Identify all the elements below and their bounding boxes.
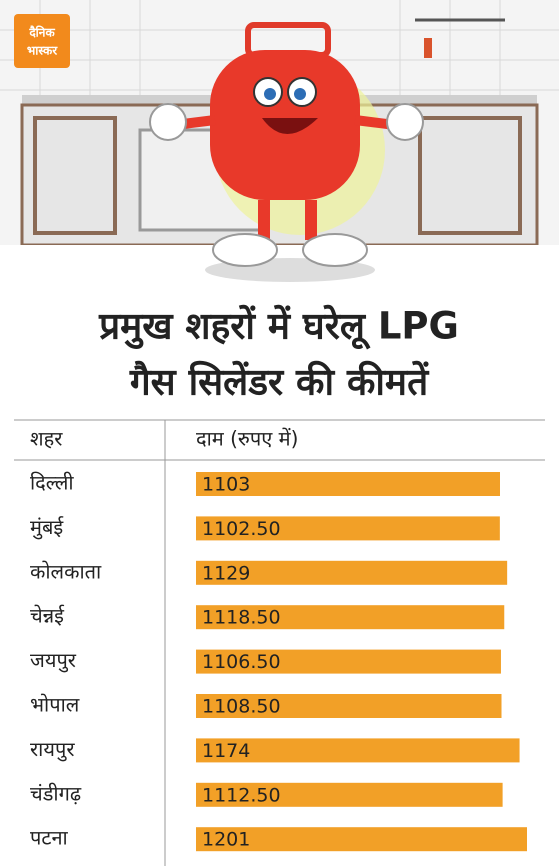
logo-box — [14, 14, 70, 68]
category-label: दिल्ली — [30, 471, 74, 495]
glove — [149, 103, 187, 141]
pupil — [294, 88, 306, 100]
rows: दिल्ली 1103 मुंबई 1102.50 कोलकाता 1129 चेन्नई 1… — [30, 471, 527, 852]
category-label: मुंबई — [30, 515, 64, 540]
bar — [196, 649, 501, 674]
logo-text: दैनिक — [28, 26, 55, 40]
category-label: रायपुर — [30, 737, 75, 762]
bar — [196, 782, 503, 807]
value-label: 1118.50 — [202, 607, 281, 629]
bar — [196, 738, 520, 763]
category-label: भोपाल — [30, 693, 80, 717]
value-label: 1106.50 — [202, 651, 281, 673]
bar — [196, 472, 500, 496]
shoe — [302, 233, 368, 267]
pupil — [264, 88, 276, 100]
logo-text: भास्कर — [27, 44, 58, 58]
bar — [196, 827, 527, 852]
chart-title: गैस सिलेंडर की कीमतें — [129, 361, 430, 404]
bar — [196, 605, 505, 630]
category-label: कोलकाता — [30, 559, 102, 583]
cabinet-door — [33, 116, 117, 235]
value-label: 1129 — [202, 562, 250, 584]
column-header: शहर — [30, 427, 63, 451]
bar — [196, 560, 508, 585]
cabinet-door — [418, 116, 522, 235]
category-label: चेन्नई — [30, 604, 65, 628]
utensil — [424, 38, 432, 58]
column-header: दाम (रुपए में) — [196, 427, 298, 451]
glove — [386, 103, 424, 141]
value-label: 1103 — [202, 474, 250, 496]
value-label: 1201 — [202, 829, 250, 851]
leg — [305, 200, 317, 240]
value-label: 1112.50 — [202, 784, 281, 806]
value-label: 1108.50 — [202, 696, 281, 718]
illustration: दैनिक भास्कर — [0, 0, 559, 290]
shoe — [212, 233, 278, 267]
mouth — [262, 118, 318, 134]
category-label: चंडीगढ़ — [30, 781, 82, 805]
value-label: 1174 — [202, 740, 250, 762]
value-label: 1102.50 — [202, 518, 281, 540]
leg — [258, 200, 270, 240]
chart-title: प्रमुख शहरों में घरेलू LPG — [98, 305, 459, 350]
bar — [196, 694, 502, 718]
category-label: जयपुर — [30, 648, 77, 673]
bar — [196, 516, 500, 541]
category-label: पटना — [30, 826, 69, 850]
